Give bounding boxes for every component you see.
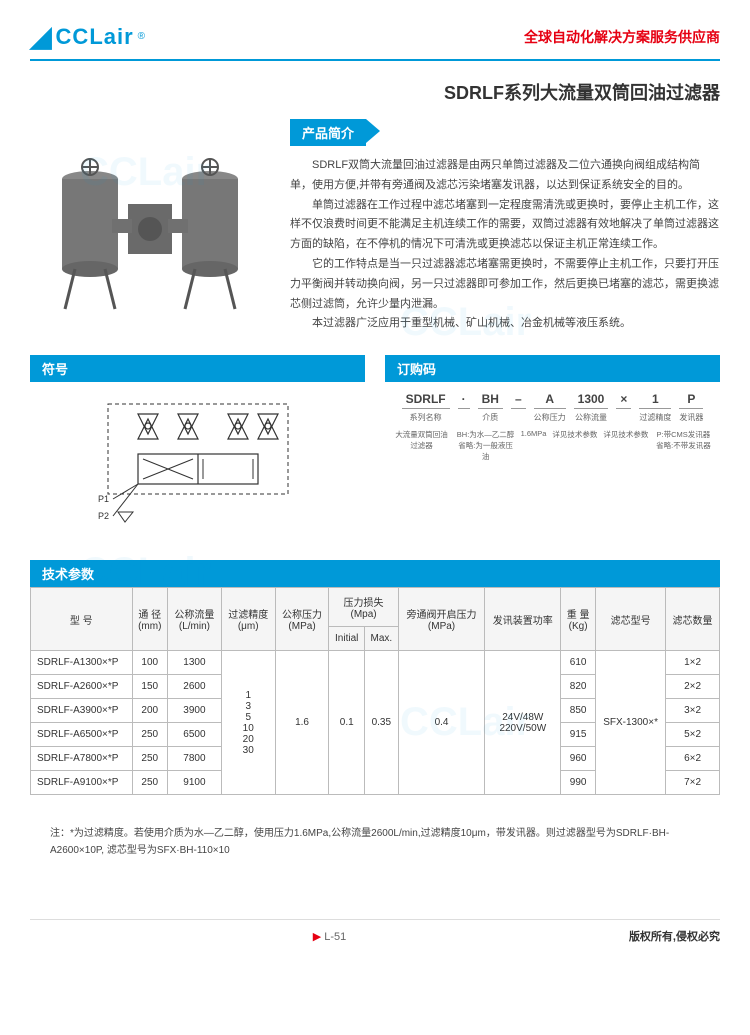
- th-qty: 滤芯数量: [666, 588, 720, 651]
- copyright: 版权所有,侵权必究: [629, 928, 720, 944]
- params-heading: 技术参数: [30, 560, 720, 587]
- order-heading: 订购码: [385, 355, 720, 382]
- page-number: ▶ L-51: [313, 930, 347, 943]
- order-part: ×: [616, 392, 631, 423]
- logo-text: CCLair: [56, 24, 134, 50]
- table-row: SDRLF-A1300×*P10013001 3 5 10 20 301.60.…: [31, 651, 720, 675]
- footnote: 注：*为过滤精度。若使用介质为水—乙二醇，使用压力1.6MPa,公称流量2600…: [30, 825, 720, 859]
- product-image: [30, 119, 270, 339]
- order-part: ·: [458, 392, 470, 423]
- symbol-diagram: P1 P2: [30, 382, 365, 546]
- order-part: A公称压力: [534, 392, 566, 423]
- order-part: 1300公称流量: [574, 392, 609, 423]
- order-desc-item: 1.6MPa: [521, 429, 547, 462]
- tagline: 全球自动化解决方案服务供应商: [524, 27, 720, 47]
- intro-p2: 单筒过滤器在工作过程中滤芯堵塞到一定程度需清洗或更换时，要停止主机工作，这样不仅…: [290, 196, 720, 255]
- intro-p4: 本过滤器广泛应用于重型机械、矿山机械、冶金机械等液压系统。: [290, 314, 720, 334]
- order-desc-item: 详见技术参数: [552, 429, 597, 462]
- th-bypass: 旁通阀开启压力(MPa): [398, 588, 485, 651]
- order-desc-item: 详见技术参数: [603, 429, 648, 462]
- th-weight: 重 量(Kg): [561, 588, 596, 651]
- intro-section: 产品简介 SDRLF双筒大流量回油过滤器是由两只单筒过滤器及二位六通换向阀组成结…: [30, 119, 720, 339]
- page-footer: ▶ L-51 版权所有,侵权必究: [30, 919, 720, 944]
- intro-p1: SDRLF双筒大流量回油过滤器是由两只单筒过滤器及二位六通换向阀组成结构简单，使…: [290, 156, 720, 196]
- th-diameter: 通 径(mm): [132, 588, 168, 651]
- th-element: 滤芯型号: [596, 588, 666, 651]
- th-power: 发讯装置功率: [485, 588, 561, 651]
- th-flow: 公称流量(L/min): [168, 588, 222, 651]
- order-desc-item: P:带CMS发讯器 省略:不带发讯器: [654, 429, 712, 462]
- symbol-order-row: 符号: [30, 355, 720, 546]
- th-loss: 压力损失(Mpa): [329, 588, 398, 627]
- symbol-heading: 符号: [30, 355, 365, 382]
- svg-text:P1: P1: [98, 494, 109, 504]
- page-header: ◢ CCLair ® 全球自动化解决方案服务供应商: [30, 20, 720, 61]
- intro-p3: 它的工作特点是当一只过滤器滤芯堵塞需更换时，不需要停止主机工作，只要打开压力平衡…: [290, 255, 720, 314]
- logo: ◢ CCLair ®: [30, 20, 145, 53]
- logo-registered: ®: [138, 31, 145, 42]
- page-title: SDRLF系列大流量双筒回油过滤器: [30, 79, 720, 105]
- order-desc-item: BH:为水—乙二醇 省略:为一般液压油: [457, 429, 515, 462]
- th-precision: 过滤精度(μm): [221, 588, 275, 651]
- order-part: 1过滤精度: [639, 392, 671, 423]
- order-code-block: SDRLF系列名称 · BH介质–A公称压力 1300公称流量× 1过滤精度 P发讯器 大…: [385, 382, 720, 472]
- intro-heading: 产品简介: [290, 119, 366, 146]
- th-loss-initial: Initial: [329, 627, 365, 651]
- order-part: SDRLF系列名称: [402, 392, 450, 423]
- order-part: –: [511, 392, 526, 423]
- th-loss-max: Max.: [364, 627, 398, 651]
- order-part: BH介质: [478, 392, 503, 423]
- params-table: 型 号 通 径(mm) 公称流量(L/min) 过滤精度(μm) 公称压力(MP…: [30, 587, 720, 795]
- svg-text:P2: P2: [98, 511, 109, 521]
- logo-mark: ◢: [30, 20, 52, 53]
- order-desc-item: 大流量双筒回油过滤器: [393, 429, 451, 462]
- th-pressure: 公称压力(MPa): [275, 588, 329, 651]
- th-model: 型 号: [31, 588, 133, 651]
- order-part: P发讯器: [679, 392, 703, 423]
